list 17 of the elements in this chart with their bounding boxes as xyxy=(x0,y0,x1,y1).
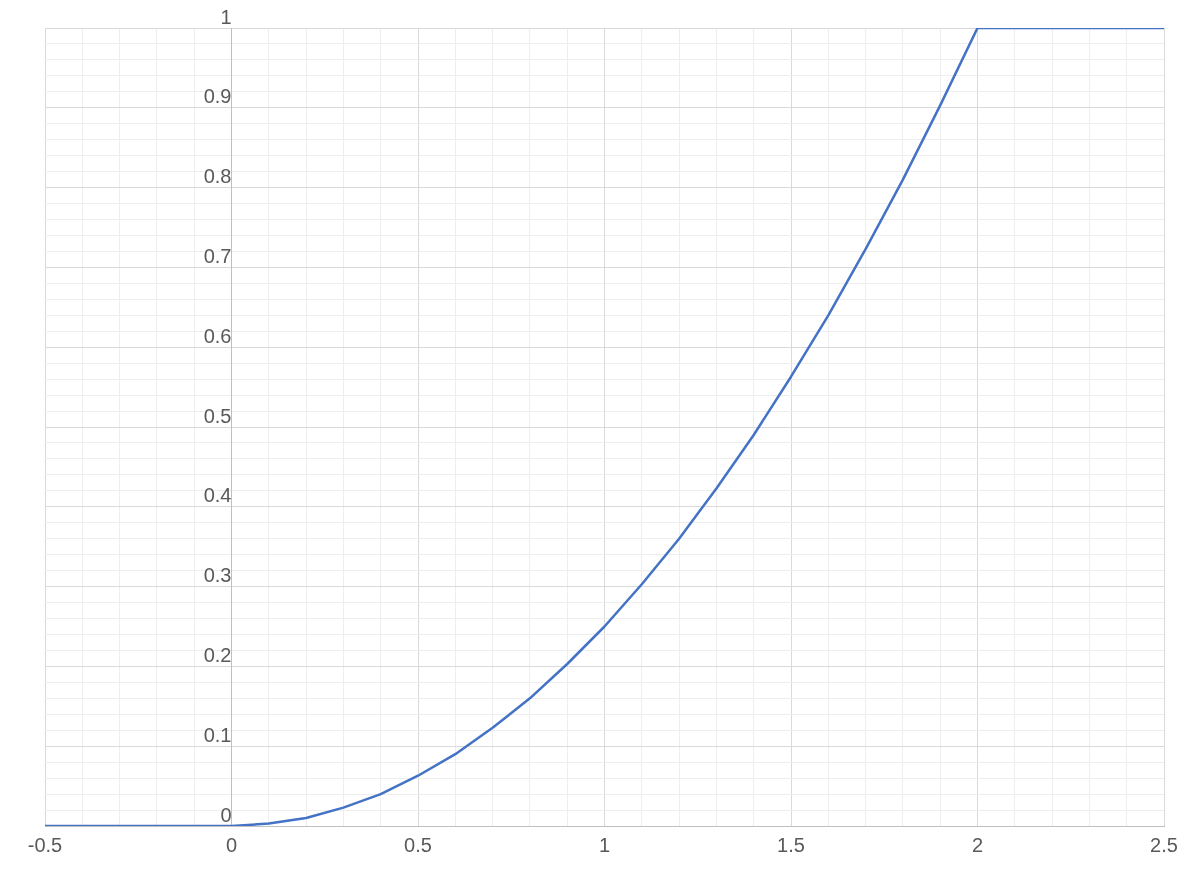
y-tick-label: 0.3 xyxy=(203,564,232,587)
y-tick-label: 0.1 xyxy=(203,723,232,746)
x-tick-label: 1.5 xyxy=(777,833,805,856)
y-tick-label: 0.5 xyxy=(203,404,232,427)
x-tick-label: 2.5 xyxy=(1150,833,1178,856)
y-tick-label: 0.2 xyxy=(203,643,232,666)
x-tick-label: 1 xyxy=(598,833,611,856)
y-tick-label: 0.6 xyxy=(203,324,232,347)
x-tick-label: 0.5 xyxy=(404,833,432,856)
y-tick-label: 1 xyxy=(220,5,232,28)
y-tick-label: 0 xyxy=(220,803,232,826)
y-tick-label: 0.4 xyxy=(203,484,232,507)
y-tick-label: 0.8 xyxy=(203,165,232,188)
y-tick-label: 0.9 xyxy=(203,85,232,108)
x-tick-label: 2 xyxy=(971,833,984,856)
x-tick-label: -0.5 xyxy=(27,833,63,856)
y-tick-label: 0.7 xyxy=(203,244,232,267)
